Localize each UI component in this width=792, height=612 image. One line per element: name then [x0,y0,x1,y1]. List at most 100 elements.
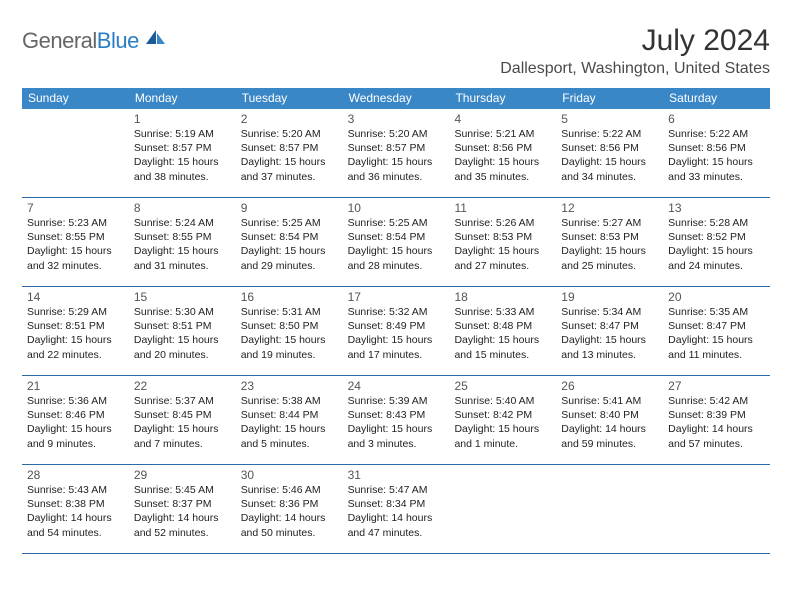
day-cell: 4Sunrise: 5:21 AMSunset: 8:56 PMDaylight… [449,109,556,197]
daylight-text: Daylight: 15 hours and 35 minutes. [454,155,551,183]
sunset-text: Sunset: 8:44 PM [241,408,338,422]
sunrise-text: Sunrise: 5:37 AM [134,394,231,408]
sunrise-text: Sunrise: 5:21 AM [454,127,551,141]
sunrise-text: Sunrise: 5:46 AM [241,483,338,497]
sunset-text: Sunset: 8:56 PM [454,141,551,155]
sunrise-text: Sunrise: 5:24 AM [134,216,231,230]
sunset-text: Sunset: 8:48 PM [454,319,551,333]
daylight-text: Daylight: 14 hours and 52 minutes. [134,511,231,539]
sunset-text: Sunset: 8:40 PM [561,408,658,422]
day-number: 15 [134,290,231,304]
sunset-text: Sunset: 8:39 PM [668,408,765,422]
day-cell: 29Sunrise: 5:45 AMSunset: 8:37 PMDayligh… [129,465,236,553]
day-cell: 14Sunrise: 5:29 AMSunset: 8:51 PMDayligh… [22,287,129,375]
sunrise-text: Sunrise: 5:35 AM [668,305,765,319]
daylight-text: Daylight: 15 hours and 25 minutes. [561,244,658,272]
day-cell: 2Sunrise: 5:20 AMSunset: 8:57 PMDaylight… [236,109,343,197]
week-row: 14Sunrise: 5:29 AMSunset: 8:51 PMDayligh… [22,287,770,376]
day-cell [449,465,556,553]
day-cell: 19Sunrise: 5:34 AMSunset: 8:47 PMDayligh… [556,287,663,375]
day-cell: 6Sunrise: 5:22 AMSunset: 8:56 PMDaylight… [663,109,770,197]
location-text: Dallesport, Washington, United States [500,60,770,78]
day-number: 27 [668,379,765,393]
daylight-text: Daylight: 14 hours and 54 minutes. [27,511,124,539]
sunrise-text: Sunrise: 5:29 AM [27,305,124,319]
day-number: 18 [454,290,551,304]
daylight-text: Daylight: 15 hours and 31 minutes. [134,244,231,272]
day-cell: 28Sunrise: 5:43 AMSunset: 8:38 PMDayligh… [22,465,129,553]
sunset-text: Sunset: 8:56 PM [668,141,765,155]
day-cell [663,465,770,553]
day-cell: 31Sunrise: 5:47 AMSunset: 8:34 PMDayligh… [343,465,450,553]
sunrise-text: Sunrise: 5:39 AM [348,394,445,408]
calendar-page: GeneralBlue July 2024 Dallesport, Washin… [0,0,792,554]
sunrise-text: Sunrise: 5:34 AM [561,305,658,319]
sunset-text: Sunset: 8:38 PM [27,497,124,511]
day-number: 31 [348,468,445,482]
sunrise-text: Sunrise: 5:47 AM [348,483,445,497]
sunset-text: Sunset: 8:43 PM [348,408,445,422]
day-cell: 23Sunrise: 5:38 AMSunset: 8:44 PMDayligh… [236,376,343,464]
sunrise-text: Sunrise: 5:36 AM [27,394,124,408]
daylight-text: Daylight: 14 hours and 57 minutes. [668,422,765,450]
sunset-text: Sunset: 8:55 PM [27,230,124,244]
day-cell: 5Sunrise: 5:22 AMSunset: 8:56 PMDaylight… [556,109,663,197]
header: GeneralBlue July 2024 Dallesport, Washin… [22,24,770,78]
daylight-text: Daylight: 15 hours and 17 minutes. [348,333,445,361]
day-number: 28 [27,468,124,482]
daylight-text: Daylight: 15 hours and 15 minutes. [454,333,551,361]
day-cell: 9Sunrise: 5:25 AMSunset: 8:54 PMDaylight… [236,198,343,286]
day-header: Tuesday [236,88,343,109]
sunrise-text: Sunrise: 5:38 AM [241,394,338,408]
sunrise-text: Sunrise: 5:30 AM [134,305,231,319]
day-number: 22 [134,379,231,393]
daylight-text: Daylight: 15 hours and 1 minute. [454,422,551,450]
sunrise-text: Sunrise: 5:20 AM [241,127,338,141]
sunrise-text: Sunrise: 5:28 AM [668,216,765,230]
sunrise-text: Sunrise: 5:22 AM [561,127,658,141]
daylight-text: Daylight: 15 hours and 34 minutes. [561,155,658,183]
sunrise-text: Sunrise: 5:27 AM [561,216,658,230]
sunset-text: Sunset: 8:37 PM [134,497,231,511]
month-title: July 2024 [500,24,770,58]
day-number: 20 [668,290,765,304]
sunset-text: Sunset: 8:45 PM [134,408,231,422]
day-number: 19 [561,290,658,304]
day-cell: 25Sunrise: 5:40 AMSunset: 8:42 PMDayligh… [449,376,556,464]
sunrise-text: Sunrise: 5:42 AM [668,394,765,408]
day-number: 16 [241,290,338,304]
sunrise-text: Sunrise: 5:19 AM [134,127,231,141]
day-number: 17 [348,290,445,304]
day-cell [556,465,663,553]
sunrise-text: Sunrise: 5:25 AM [348,216,445,230]
day-number: 30 [241,468,338,482]
day-cell: 10Sunrise: 5:25 AMSunset: 8:54 PMDayligh… [343,198,450,286]
day-cell: 26Sunrise: 5:41 AMSunset: 8:40 PMDayligh… [556,376,663,464]
sunset-text: Sunset: 8:57 PM [241,141,338,155]
day-cell: 13Sunrise: 5:28 AMSunset: 8:52 PMDayligh… [663,198,770,286]
day-number: 1 [134,112,231,126]
sunset-text: Sunset: 8:42 PM [454,408,551,422]
day-header: Saturday [663,88,770,109]
day-number: 6 [668,112,765,126]
sunset-text: Sunset: 8:47 PM [561,319,658,333]
week-row: 1Sunrise: 5:19 AM Sunset: 8:57 PM Daylight… [22,109,770,198]
daylight-text: Daylight: 15 hours and 20 minutes. [134,333,231,361]
day-cell: 16Sunrise: 5:31 AMSunset: 8:50 PMDayligh… [236,287,343,375]
day-number: 21 [27,379,124,393]
day-cell: 30Sunrise: 5:46 AMSunset: 8:36 PMDayligh… [236,465,343,553]
day-number: 4 [454,112,551,126]
sunset-text: Sunset: 8:49 PM [348,319,445,333]
logo-sail-icon [144,28,168,51]
daylight-text: Daylight: 15 hours and 3 minutes. [348,422,445,450]
day-header: Thursday [449,88,556,109]
day-number: 26 [561,379,658,393]
sunrise-text: Sunrise: 5:43 AM [27,483,124,497]
day-number: 10 [348,201,445,215]
day-cell: 17Sunrise: 5:32 AMSunset: 8:49 PMDayligh… [343,287,450,375]
day-cell: 15Sunrise: 5:30 AMSunset: 8:51 PMDayligh… [129,287,236,375]
day-cell: 22Sunrise: 5:37 AMSunset: 8:45 PMDayligh… [129,376,236,464]
sunset-text: Sunset: 8:55 PM [134,230,231,244]
sunrise-text: Sunrise: 5:40 AM [454,394,551,408]
day-number: 7 [27,201,124,215]
